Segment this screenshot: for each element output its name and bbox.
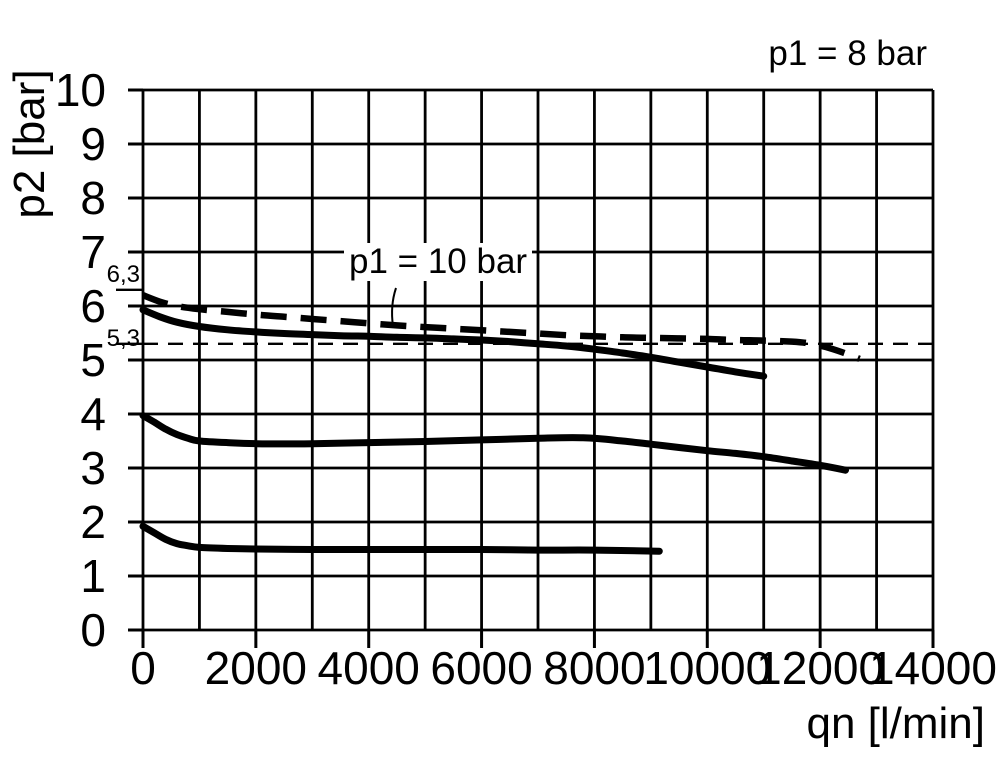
x-tick-label: 10000 (643, 642, 772, 694)
y-tick-label: 0 (80, 604, 106, 656)
axis-ticks (116, 88, 935, 648)
curve-p1-8-bar-lower-curve (139, 522, 663, 555)
x-tick-label: 6000 (430, 642, 533, 694)
x-axis-title: qn [l/min] (806, 699, 985, 748)
y-tick-label: 5 (80, 334, 106, 386)
x-tick-label: 12000 (756, 642, 885, 694)
y-tick-label: 2 (80, 496, 106, 548)
x-tick-label: 8000 (543, 642, 646, 694)
y-tick-label: 8 (80, 172, 106, 224)
y-extra-tick-label-6-3: 6,3 (106, 261, 140, 288)
grid (141, 88, 935, 632)
y-tick-label: 7 (80, 226, 106, 278)
p1-10bar-leader-line (391, 287, 397, 327)
annotation-p1-10bar: p1 = 10 bar (344, 243, 533, 281)
curve-p1-8-bar-upper-curve (139, 306, 768, 380)
curves (139, 292, 933, 555)
annotation-p1-8bar: p1 = 8 bar (768, 34, 927, 73)
x-tick-label: 14000 (869, 642, 997, 694)
curve-p1-8-bar-middle-curve (139, 412, 849, 474)
y-tick-label: 4 (80, 388, 106, 440)
y-tick-label: 1 (80, 550, 106, 602)
y-tick-label: 3 (80, 442, 106, 494)
curve-p1-10-bar (141, 292, 861, 362)
y-tick-label: 10 (54, 64, 106, 116)
x-tick-label: 2000 (204, 642, 308, 694)
x-tick-label: 4000 (317, 642, 420, 694)
y-tick-label: 6 (80, 280, 106, 332)
y-extra-tick-label-5-3: 5,3 (106, 325, 140, 352)
y-tick-label: 9 (80, 118, 106, 170)
x-tick-label: 0 (130, 642, 156, 694)
